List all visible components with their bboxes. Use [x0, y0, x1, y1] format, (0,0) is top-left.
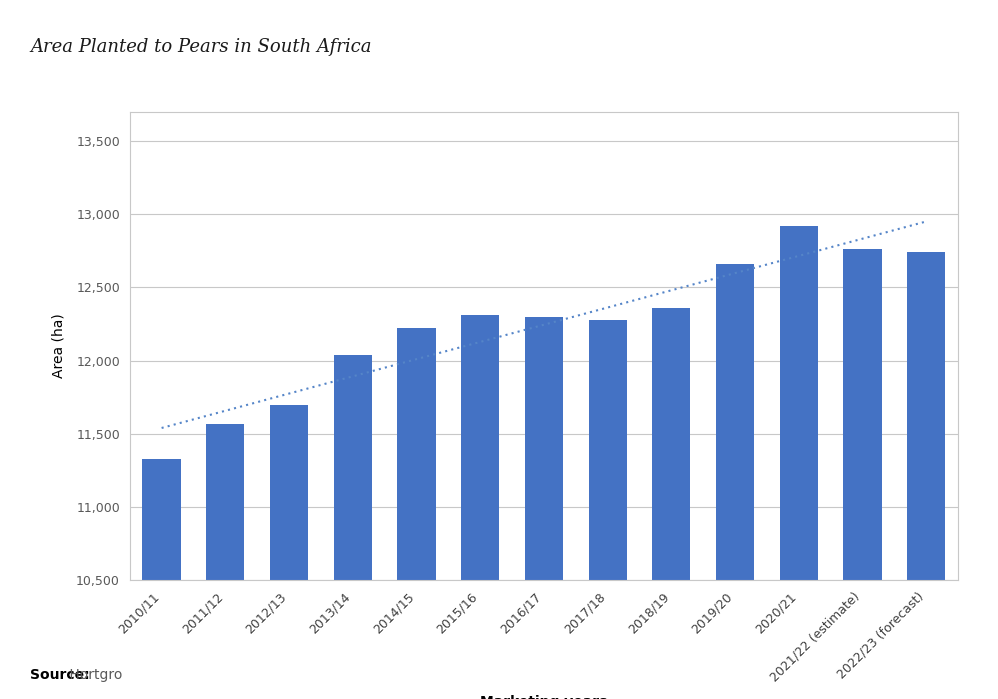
Bar — [143, 459, 181, 699]
Text: Hortgro: Hortgro — [65, 668, 122, 682]
Bar — [461, 315, 499, 699]
Text: Source:: Source: — [30, 668, 90, 682]
Bar — [589, 319, 627, 699]
Bar — [716, 264, 754, 699]
Bar — [269, 405, 308, 699]
Bar — [653, 308, 691, 699]
X-axis label: Marketing years: Marketing years — [480, 696, 608, 699]
Bar — [779, 226, 818, 699]
Bar — [397, 329, 435, 699]
Bar — [207, 424, 245, 699]
Bar — [907, 252, 945, 699]
Y-axis label: Area (ha): Area (ha) — [51, 314, 65, 378]
Bar — [843, 250, 881, 699]
Bar — [525, 317, 563, 699]
Text: Area Planted to Pears in South Africa: Area Planted to Pears in South Africa — [30, 38, 371, 56]
Bar — [333, 355, 372, 699]
